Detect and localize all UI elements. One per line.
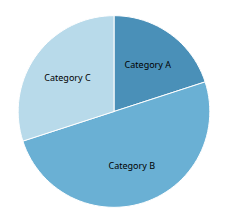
svg-text:Category A: Category A [125,58,172,71]
svg-text:Category B: Category B [108,159,155,172]
svg-text:Category C: Category C [44,71,91,84]
